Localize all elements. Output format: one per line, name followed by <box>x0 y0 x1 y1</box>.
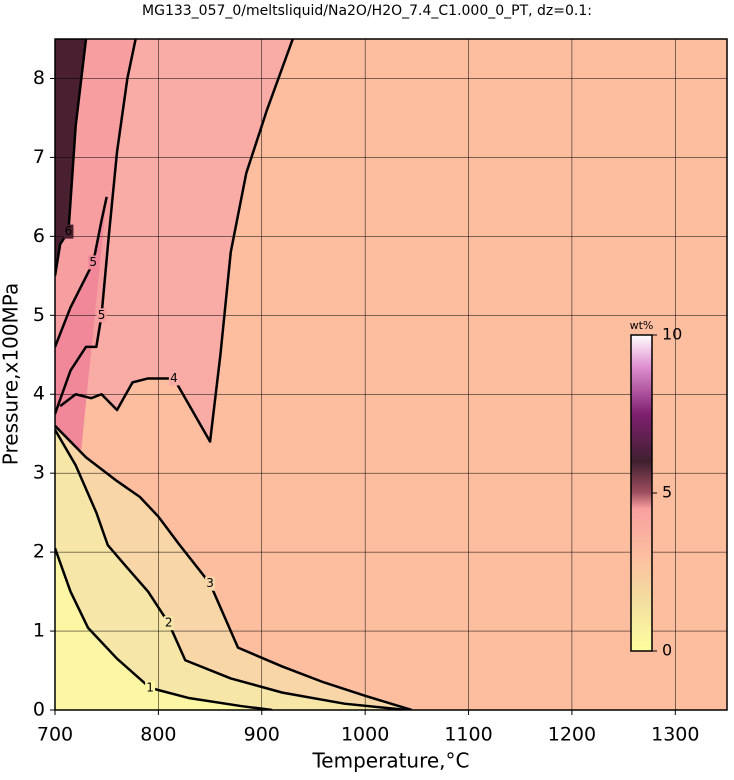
contour-label-bg <box>168 371 179 386</box>
y-tick-label: 1 <box>33 620 45 642</box>
y-tick-label: 8 <box>33 67 45 89</box>
contour-label: 6 <box>65 224 73 238</box>
colorbar-tick-label: 10 <box>662 325 682 344</box>
contour-label-bg <box>96 308 107 323</box>
plot-frame <box>54 38 728 711</box>
y-tick-label: 0 <box>33 699 45 721</box>
y-tick-label: 7 <box>33 146 45 168</box>
colorbar-tick-label: 0 <box>662 641 672 660</box>
contour-line <box>55 547 273 710</box>
y-tick-label: 4 <box>33 383 45 405</box>
y-axis-label: Pressure,x100MPa <box>0 283 23 465</box>
x-tick-label: 900 <box>244 724 280 746</box>
colorbar <box>630 334 653 652</box>
x-axis-label: Temperature,°C <box>311 749 469 773</box>
x-tick-label: 800 <box>140 724 176 746</box>
x-tick-label: 1300 <box>651 724 699 746</box>
y-tick-label: 3 <box>33 462 45 484</box>
contour-label: 1 <box>146 680 154 694</box>
y-tick-label: 5 <box>33 304 45 326</box>
colorbar-tick-label: 5 <box>662 483 672 502</box>
contour-label: 5 <box>89 255 97 269</box>
contour-label: 3 <box>206 576 214 590</box>
x-tick-label: 1100 <box>444 724 492 746</box>
contour-label-bg <box>88 255 99 270</box>
y-tick-label: 6 <box>33 225 45 247</box>
contour-fill <box>55 429 407 710</box>
chart-title: MG133_057_0/meltsliquid/Na2O/H2O_7.4_C1.… <box>142 3 592 19</box>
contour-label: 5 <box>98 308 106 322</box>
x-tick-label: 1000 <box>341 724 389 746</box>
y-tick-label: 2 <box>33 541 45 563</box>
contour-line <box>55 424 413 710</box>
contour-line <box>55 429 407 710</box>
contour-line <box>59 39 294 443</box>
contour-label-bg <box>63 224 74 239</box>
contour-label: 2 <box>165 616 173 630</box>
contour-label-bg <box>163 616 174 631</box>
plot-area: 4 5 5 6 3 2 1 <box>55 39 727 710</box>
contour-label-bg <box>205 576 216 591</box>
contour-label-bg <box>145 680 156 695</box>
colorbar-label: wt% <box>630 319 654 332</box>
contour-label: 4 <box>170 371 178 385</box>
x-tick-label: 700 <box>37 724 73 746</box>
contour-fill <box>55 548 273 710</box>
x-tick-label: 1200 <box>548 724 596 746</box>
